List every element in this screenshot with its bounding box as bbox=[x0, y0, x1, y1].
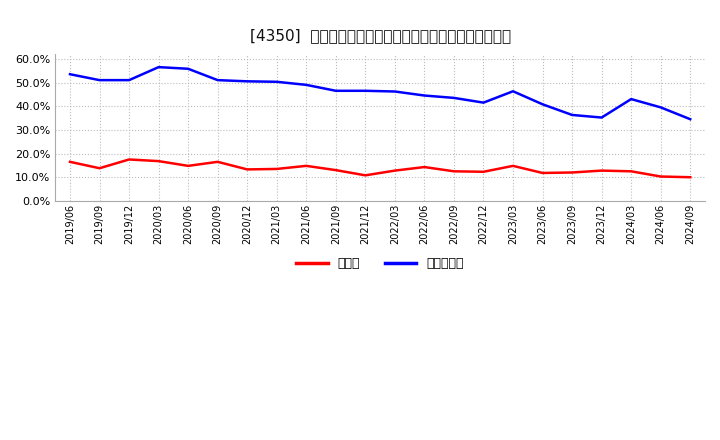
Title: [4350]  現預金、有利子負債の総資産に対する比率の推移: [4350] 現預金、有利子負債の総資産に対する比率の推移 bbox=[250, 28, 510, 43]
Legend: 現顔金, 有利子負債: 現顔金, 有利子負債 bbox=[292, 253, 469, 275]
